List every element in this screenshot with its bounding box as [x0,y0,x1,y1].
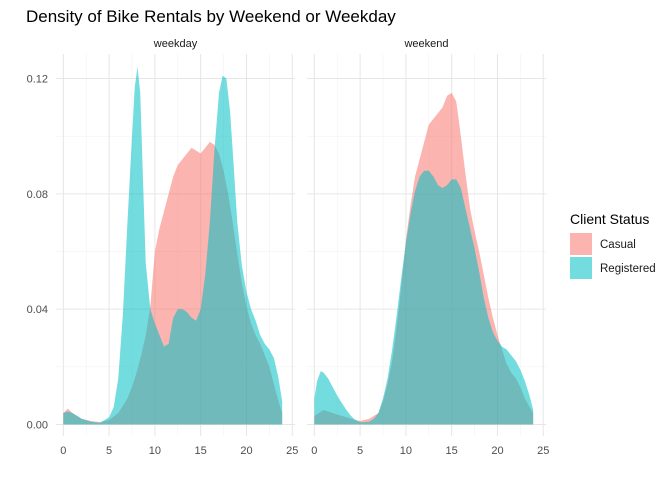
y-axis: 0.00 0.04 0.08 0.12 [27,74,48,432]
legend-items: Casual Registered [570,233,656,279]
legend-swatch [570,257,592,279]
chart-title: Density of Bike Rentals by Weekend or We… [26,7,396,26]
x-tick-label: 15 [195,445,207,457]
y-tick-label: 0.08 [27,189,48,201]
x-tick-label: 15 [446,445,458,457]
legend: Client Status Casual Registered [570,211,656,279]
x-tick-label: 20 [491,445,503,457]
facet-strip-label: weekend [403,38,448,50]
legend-title: Client Status [570,211,649,227]
x-tick-label: 5 [106,445,112,457]
legend-swatch [570,233,592,255]
x-tick-label: 25 [537,445,549,457]
x-tick-label: 0 [311,445,317,457]
legend-label: Casual [600,239,636,251]
x-tick-label: 20 [240,445,252,457]
facet-strip-label: weekday [153,38,198,50]
legend-entry-registered: Registered [570,257,656,279]
density-area-registered [314,170,534,425]
y-tick-label: 0.00 [27,419,48,431]
facet-panel-weekday: weekday 0 5 10 15 20 25 [56,38,298,457]
y-tick-label: 0.12 [27,74,48,86]
facet-panels: weekday 0 5 10 15 20 25 weekend 0 5 10 15 20 25 [56,38,549,457]
x-tick-label: 10 [400,445,412,457]
density-area-registered [63,66,283,425]
x-tick-label: 5 [357,445,363,457]
legend-label: Registered [600,263,656,275]
y-tick-label: 0.04 [27,304,48,316]
legend-entry-casual: Casual [570,233,636,255]
x-tick-label: 0 [60,445,66,457]
x-tick-label: 10 [149,445,161,457]
facet-panel-weekend: weekend 0 5 10 15 20 25 [307,38,549,457]
x-tick-label: 25 [286,445,298,457]
